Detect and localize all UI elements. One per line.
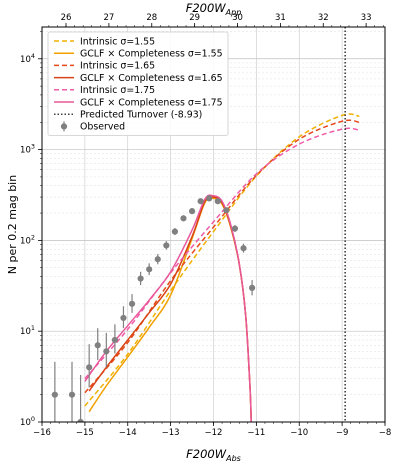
x-tick-label: −14 <box>119 428 137 438</box>
ticks: −16 −15 −14 −13 −12 −11 −10 −9 −8 26 27 28 29 30 31 32 3… <box>20 13 391 438</box>
observed-point <box>248 284 256 291</box>
series-line-4 <box>84 127 360 380</box>
x-tick-label: −9 <box>336 428 349 438</box>
observed-point <box>171 228 179 235</box>
legend-label-3: GCLF × Completeness σ=1.65 <box>80 73 223 84</box>
top-tick-label: 31 <box>275 13 286 23</box>
observed-point <box>223 207 230 214</box>
series-line-5 <box>84 194 252 422</box>
observed-point <box>77 418 84 422</box>
observed-point <box>86 364 93 371</box>
legend: Intrinsic σ=1.55 GCLF × Completeness σ=1.… <box>47 31 229 136</box>
observed-points <box>51 195 256 422</box>
legend-label-2: Intrinsic σ=1.65 <box>80 61 155 72</box>
observed-point <box>137 275 144 282</box>
legend-label-1: GCLF × Completeness σ=1.55 <box>80 49 223 60</box>
observed-point <box>154 256 161 263</box>
x-tick-label: −8 <box>379 428 392 438</box>
legend-label-4: Intrinsic σ=1.75 <box>80 85 155 96</box>
legend-label-5: GCLF × Completeness σ=1.75 <box>80 97 223 108</box>
observed-point <box>111 336 118 344</box>
observed-point <box>188 208 196 215</box>
series-line-3 <box>88 195 252 422</box>
x-axis-label-top: F200WApp <box>186 1 242 17</box>
observed-point <box>94 342 101 349</box>
legend-label-0: Intrinsic σ=1.55 <box>80 36 155 47</box>
observed-point <box>180 215 187 222</box>
observed-point <box>163 242 170 249</box>
y-tick-label: 103 <box>20 143 35 156</box>
y-tick-label: 101 <box>20 324 35 337</box>
x-tick-label: −13 <box>162 428 180 438</box>
top-tick-label: 29 <box>189 13 200 23</box>
observed-point <box>51 391 58 398</box>
x-tick-label: −16 <box>33 428 51 438</box>
series-line-0 <box>84 113 360 407</box>
top-tick-label: 33 <box>361 13 372 23</box>
observed-point <box>206 195 213 202</box>
series-line-1 <box>88 197 252 422</box>
observed-point <box>146 266 153 273</box>
legend-label-7: Observed <box>80 122 125 133</box>
x-tick-label: −11 <box>247 428 265 438</box>
top-tick-label: 27 <box>103 13 114 23</box>
x-tick-label: −10 <box>290 428 308 438</box>
observed-point <box>68 391 76 398</box>
series-line-2 <box>84 119 360 394</box>
top-tick-label: 30 <box>232 13 243 23</box>
y-tick-label: 102 <box>20 233 35 246</box>
y-axis-label: N per 0.2 mag bin <box>6 175 19 274</box>
top-tick-label: 28 <box>146 13 157 23</box>
x-axis-label-bottom: F200WAbs <box>186 447 241 463</box>
legend-label-6: Predicted Turnover (-8.93) <box>80 110 202 121</box>
top-tick-label: 26 <box>61 13 72 23</box>
observed-point <box>214 198 221 205</box>
observed-point <box>231 225 239 232</box>
legend-box <box>47 31 229 136</box>
x-tick-label: −12 <box>205 428 223 438</box>
observed-point <box>103 348 110 355</box>
observed-point <box>197 198 204 205</box>
top-tick-label: 32 <box>318 13 329 23</box>
x-tick-label: −15 <box>76 428 94 438</box>
observed-point <box>128 300 136 307</box>
observed-point <box>120 314 127 322</box>
y-tick-label: 104 <box>20 52 35 65</box>
legend-marker-observed <box>60 123 68 130</box>
y-tick-label: 100 <box>20 415 35 428</box>
observed-point <box>240 245 247 252</box>
